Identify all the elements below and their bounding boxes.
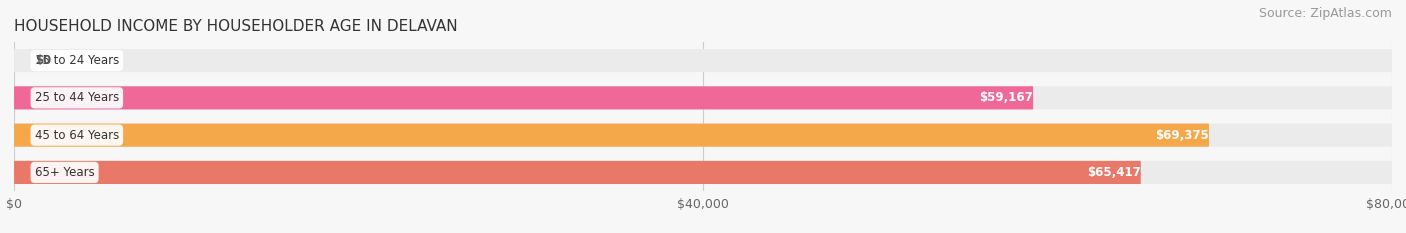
- Text: $59,167: $59,167: [980, 91, 1033, 104]
- Text: $69,375: $69,375: [1156, 129, 1209, 142]
- Text: HOUSEHOLD INCOME BY HOUSEHOLDER AGE IN DELAVAN: HOUSEHOLD INCOME BY HOUSEHOLDER AGE IN D…: [14, 19, 458, 34]
- Text: Source: ZipAtlas.com: Source: ZipAtlas.com: [1258, 7, 1392, 20]
- FancyBboxPatch shape: [14, 161, 1392, 184]
- FancyBboxPatch shape: [14, 161, 1140, 184]
- FancyBboxPatch shape: [14, 49, 1392, 72]
- Text: $65,417: $65,417: [1087, 166, 1140, 179]
- FancyBboxPatch shape: [14, 86, 1392, 110]
- Text: 45 to 64 Years: 45 to 64 Years: [35, 129, 120, 142]
- FancyBboxPatch shape: [14, 86, 1033, 110]
- Text: $0: $0: [35, 54, 51, 67]
- Text: 25 to 44 Years: 25 to 44 Years: [35, 91, 120, 104]
- FancyBboxPatch shape: [14, 123, 1392, 147]
- FancyBboxPatch shape: [14, 123, 1209, 147]
- Text: 65+ Years: 65+ Years: [35, 166, 94, 179]
- Text: 15 to 24 Years: 15 to 24 Years: [35, 54, 120, 67]
